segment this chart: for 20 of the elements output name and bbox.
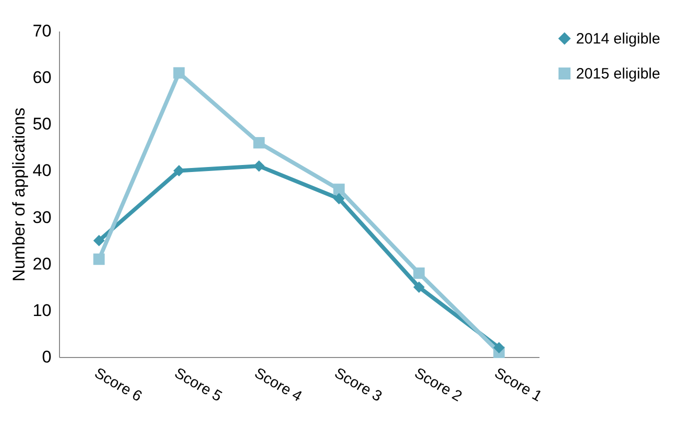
point xyxy=(93,234,105,246)
point xyxy=(493,342,505,354)
legend-label: 2015 eligible xyxy=(576,66,660,82)
y-tick-label: 50 xyxy=(32,114,52,134)
y-tick-label: 40 xyxy=(32,161,52,180)
y-tick-label: 20 xyxy=(32,254,52,274)
point xyxy=(253,137,265,148)
y-axis-title: Number of applications xyxy=(10,108,29,282)
y-tick-label: 10 xyxy=(32,300,52,320)
y-tick-label: 0 xyxy=(42,348,52,366)
point xyxy=(93,254,105,265)
point xyxy=(333,192,345,204)
y-tick-label: 60 xyxy=(32,68,52,88)
point xyxy=(413,281,425,293)
y-tick-label: 30 xyxy=(32,208,52,227)
point xyxy=(173,67,185,79)
y-tick-label: 70 xyxy=(32,22,52,40)
point xyxy=(333,184,345,196)
legend-label: 2014 eligible xyxy=(576,30,660,48)
point xyxy=(413,267,425,279)
